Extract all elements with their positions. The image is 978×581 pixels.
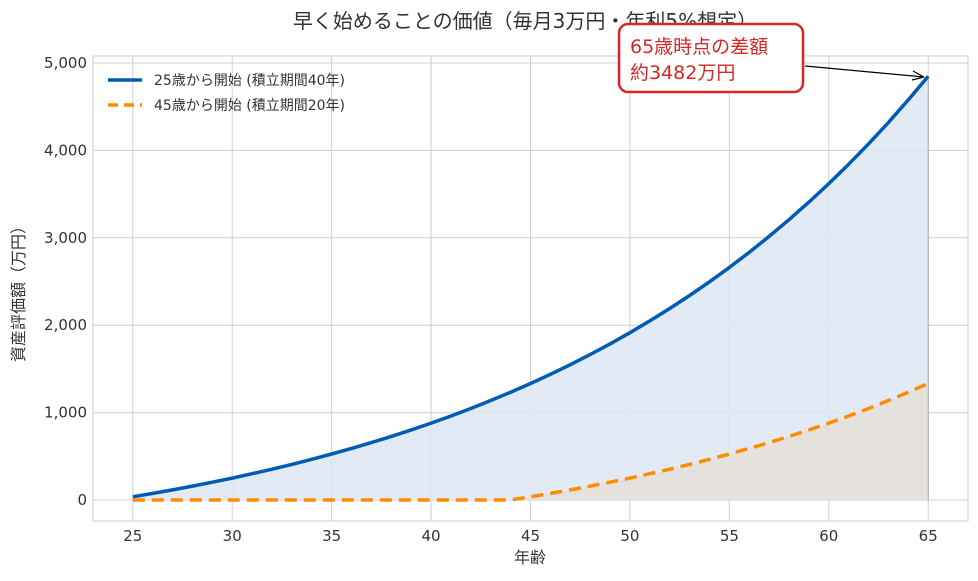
y-tick-label: 3,000 bbox=[44, 229, 87, 247]
y-tick-label: 4,000 bbox=[44, 141, 87, 159]
legend-label-45: 45歳から開始 (積立期間20年) bbox=[154, 98, 345, 114]
annotation: 65歳時点の差額 約3482万円 bbox=[617, 22, 925, 94]
x-tick-label: 65 bbox=[919, 527, 938, 545]
x-tick-label: 45 bbox=[521, 527, 540, 545]
arrow-head-icon bbox=[911, 70, 925, 81]
x-tick-label: 55 bbox=[720, 527, 739, 545]
y-axis-label: 資産評価額（万円） bbox=[9, 218, 28, 362]
annotation-line1: 65歳時点の差額 bbox=[630, 36, 768, 58]
y-tick-label: 5,000 bbox=[44, 54, 87, 72]
y-tick-label: 2,000 bbox=[44, 316, 87, 334]
y-ticks: 0 1,000 2,000 3,000 4,000 5,000 bbox=[44, 54, 87, 509]
x-tick-label: 30 bbox=[223, 527, 242, 545]
series-line-1 bbox=[132, 381, 929, 502]
legend: 25歳から開始 (積立期間40年) 45歳から開始 (積立期間20年) bbox=[108, 73, 345, 114]
series-lines bbox=[132, 75, 930, 502]
legend-label-25: 25歳から開始 (積立期間40年) bbox=[154, 73, 345, 89]
area-fills bbox=[132, 76, 929, 501]
x-axis-label: 年齢 bbox=[514, 548, 546, 567]
area-fill-0 bbox=[132, 76, 929, 500]
annotation-line2: 約3482万円 bbox=[630, 62, 735, 84]
x-tick-label: 40 bbox=[422, 527, 441, 545]
x-tick-label: 60 bbox=[819, 527, 838, 545]
x-ticks: 25 30 35 40 45 50 55 60 65 bbox=[123, 527, 938, 545]
y-tick-label: 1,000 bbox=[44, 404, 87, 422]
series-line-0 bbox=[132, 75, 930, 499]
y-tick-label: 0 bbox=[77, 491, 87, 509]
x-tick-label: 35 bbox=[322, 527, 341, 545]
annotation-arrow bbox=[804, 65, 925, 78]
annotation-box bbox=[617, 22, 805, 94]
x-tick-label: 50 bbox=[620, 527, 639, 545]
area-fill-1 bbox=[132, 383, 929, 500]
x-tick-label: 25 bbox=[123, 527, 142, 545]
